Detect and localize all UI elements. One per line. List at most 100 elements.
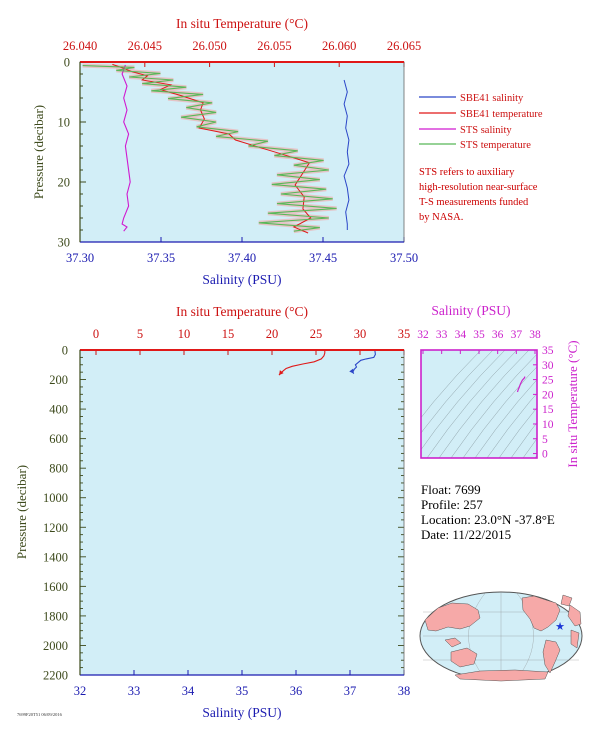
upper-series-sbe41-temperature <box>112 63 312 234</box>
profile-date: Date: 11/22/2015 <box>421 527 511 542</box>
ts-top-tick-label: 32 <box>417 329 429 341</box>
upper-top-tick-label: 26.055 <box>257 39 291 53</box>
upper-series-sbe41-salinity <box>343 79 350 230</box>
ts-right-tick-label: 10 <box>542 419 554 431</box>
ts-plot-area <box>421 350 537 458</box>
sts-note-line-2: high-resolution near-surface <box>419 182 538 193</box>
legend-item-sbe41-temperature: SBE41 temperature <box>419 109 543 120</box>
map-antarctica <box>454 669 549 682</box>
lower-series-layer <box>278 349 376 376</box>
sts-note-line-4: by NASA. <box>419 212 463 223</box>
lower-bottom-tick-labels: 32 33 34 35 36 37 38 <box>74 684 411 698</box>
upper-left-tick-label: 20 <box>58 176 71 190</box>
ts-top-tick-label: 33 <box>436 329 448 341</box>
lower-left-tick-label: 2000 <box>43 639 68 653</box>
float-info: Float: 7699 Profile: 257 Location: 23.0°… <box>421 482 555 542</box>
map-float-location-marker: ★ <box>555 621 565 633</box>
lower-left-tick-label: 800 <box>49 462 68 476</box>
float-location: Location: 23.0°N -37.8°E <box>421 512 555 527</box>
legend-label-sbe41-salinity: SBE41 salinity <box>460 93 524 104</box>
upper-top-tick-label: 26.050 <box>192 39 226 53</box>
lower-bottom-tick-label: 34 <box>182 684 195 698</box>
map-north-america <box>521 595 561 632</box>
ts-series-layer <box>516 376 526 393</box>
legend-item-sts-temperature: STS temperature <box>419 140 531 151</box>
lower-bottom-axis-title: Salinity (PSU) <box>202 705 281 720</box>
ts-contour-line <box>421 350 494 434</box>
ts-right-tick-label: 0 <box>542 449 548 461</box>
ts-right-tick-label: 5 <box>542 434 548 446</box>
ts-contour-line <box>522 438 537 458</box>
upper-top-tick-label: 26.065 <box>387 39 421 53</box>
ts-right-tick-label: 35 <box>542 345 554 357</box>
map-indonesia <box>444 637 462 648</box>
upper-left-tick-label: 10 <box>58 116 71 130</box>
ts-contour-line <box>450 353 537 458</box>
ts-contour-line <box>510 422 537 458</box>
ts-right-tick-label: 15 <box>542 404 554 416</box>
ts-contour-line <box>438 350 530 458</box>
map-south-america <box>542 639 561 674</box>
lower-series-temperature-profile <box>278 350 326 376</box>
upper-left-tick-label: 30 <box>58 236 71 250</box>
ts-contour-line <box>498 407 537 458</box>
upper-legend: SBE41 salinity SBE41 temperature STS sal… <box>419 93 543 151</box>
map-africa <box>570 629 580 649</box>
legend-label-sbe41-temperature: SBE41 temperature <box>460 109 543 120</box>
ts-contour-line <box>486 392 537 458</box>
upper-top-tick-label: 26.040 <box>63 39 97 53</box>
lower-top-tick-label: 35 <box>398 327 411 341</box>
lower-left-tick-label: 1000 <box>43 491 68 505</box>
ts-contour-line <box>462 366 537 458</box>
lower-top-tick-label: 30 <box>354 327 367 341</box>
lower-left-tick-labels: 0 200 400 600 800 1000 1200 1400 1600 1800 2000 220… <box>43 344 68 683</box>
ts-plot-frame <box>420 349 538 459</box>
lower-left-tick-label: 200 <box>49 373 68 387</box>
profile-number: Profile: 257 <box>421 497 483 512</box>
map-meridian <box>468 591 487 681</box>
legend-label-sts-salinity: STS salinity <box>460 125 512 136</box>
upper-top-tick-label: 26.060 <box>322 39 356 53</box>
ts-curve <box>516 376 526 393</box>
lower-panel: In situ Temperature (°C) 0 5 10 15 20 25 30 35 … <box>14 304 410 720</box>
upper-bottom-tick-label: 37.45 <box>309 251 337 265</box>
upper-top-tick-label: 26.045 <box>128 39 162 53</box>
ts-top-tick-label: 36 <box>492 329 504 341</box>
lower-bottom-tick-label: 37 <box>344 684 357 698</box>
map-eurasia-west <box>424 602 481 632</box>
legend-item-sts-salinity: STS salinity <box>419 125 512 136</box>
ts-top-axis-title: Salinity (PSU) <box>431 303 510 318</box>
upper-bottom-tick-label: 37.35 <box>147 251 175 265</box>
ts-top-tick-label: 38 <box>529 329 541 341</box>
upper-series-sts-temperature <box>82 65 337 232</box>
float-number: Float: 7699 <box>421 482 481 497</box>
ts-right-tick-labels: 0 5 10 15 20 25 30 35 <box>542 345 554 461</box>
lower-bottom-tick-label: 32 <box>74 684 87 698</box>
upper-bottom-tick-label: 37.40 <box>228 251 256 265</box>
legend-item-sbe41-salinity: SBE41 salinity <box>419 93 524 104</box>
upper-panel: In situ Temperature (°C) 26.040 26.045 26.… <box>31 16 421 287</box>
map-europe-east <box>567 604 582 627</box>
lower-series-salinity-profile <box>352 349 376 374</box>
upper-bottom-tick-label: 37.30 <box>66 251 94 265</box>
sts-note-line-3: T-S measurements funded <box>419 197 529 208</box>
legend-label-sts-temperature: STS temperature <box>460 140 531 151</box>
lower-left-tick-label: 1600 <box>43 580 68 594</box>
lower-left-tick-label: 400 <box>49 403 68 417</box>
lower-top-tick-label: 25 <box>310 327 323 341</box>
lower-top-tick-label: 0 <box>93 327 99 341</box>
ts-top-tick-label: 35 <box>473 329 485 341</box>
ts-top-tick-label: 34 <box>455 329 467 341</box>
lower-left-tick-label: 1200 <box>43 521 68 535</box>
upper-bottom-tick-label: 37.50 <box>390 251 418 265</box>
lower-bottom-tick-label: 36 <box>290 684 303 698</box>
upper-plot-area <box>80 62 404 242</box>
lower-plot-area <box>80 350 404 675</box>
footer-code: 7699F20T51 06/09/2016 <box>17 712 63 717</box>
ts-contour-line <box>421 350 482 418</box>
ts-top-tick-label: 37 <box>511 329 523 341</box>
upper-bottom-tick-labels: 37.30 37.35 37.40 37.45 37.50 <box>66 251 418 265</box>
lower-bottom-tick-label: 35 <box>236 684 249 698</box>
lower-left-axis-title: Pressure (decibar) <box>14 465 29 559</box>
